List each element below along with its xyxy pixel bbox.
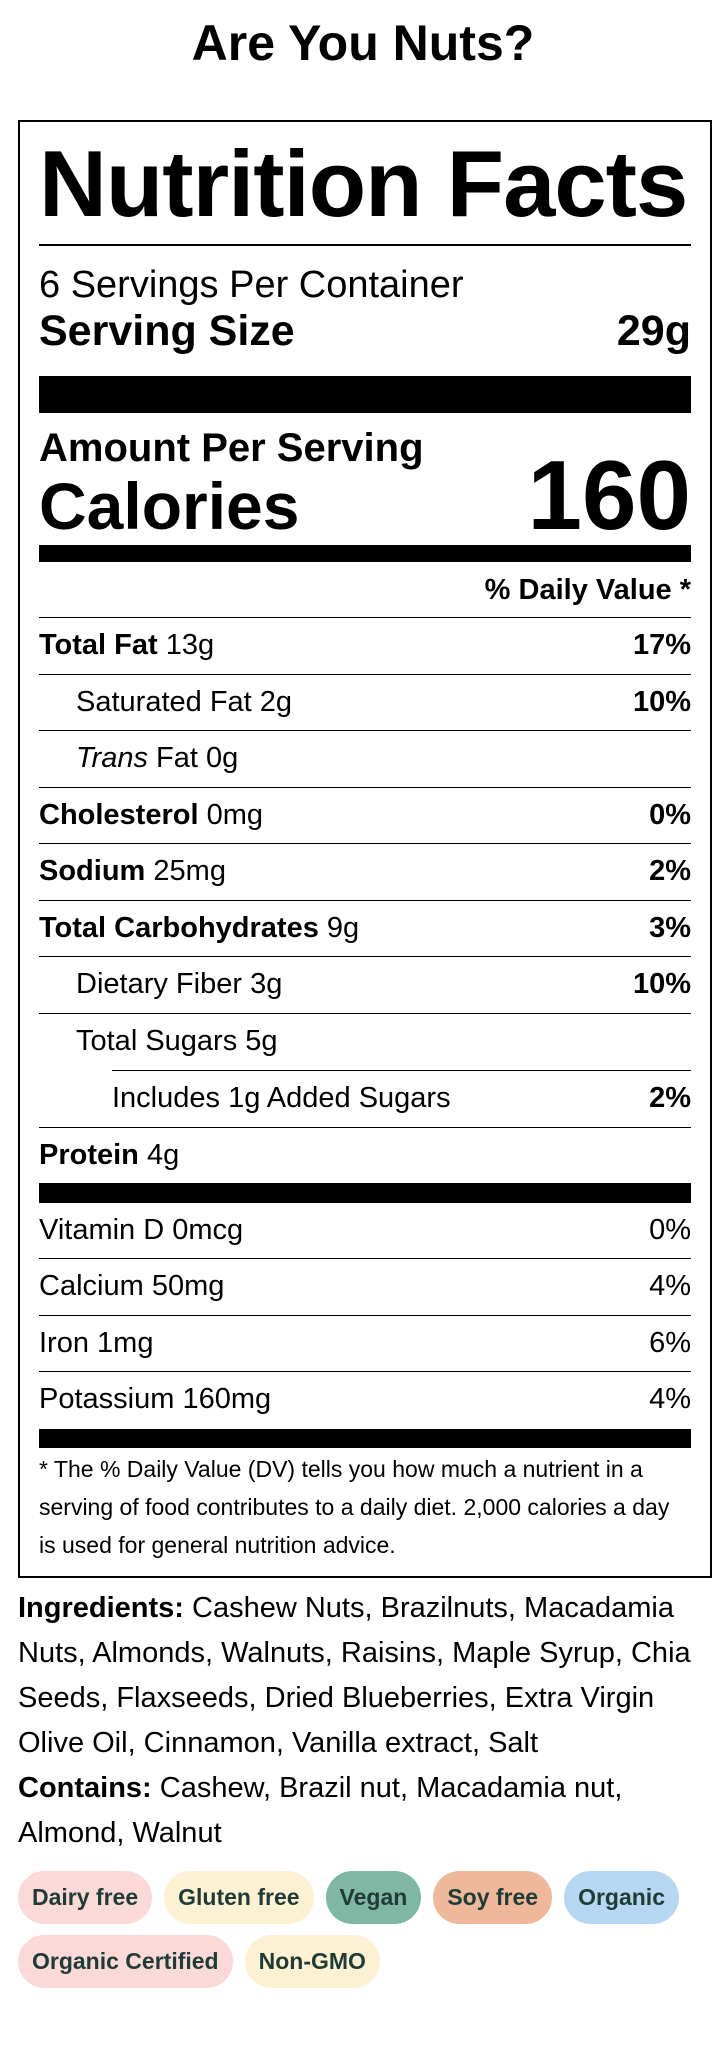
nutrient-name: Total Sugars [76,1024,238,1057]
vitamin-amount: 50mg [151,1270,225,1302]
medium-rule [39,545,691,562]
badge: Dairy free [18,1870,153,1924]
contains-text: Cashew, Brazil nut, Macadamia nut, Almon… [18,1771,623,1849]
nutrient-row: Dietary Fiber 3g 10% [39,957,691,1014]
vitamin-row: Iron 1mg 6% [39,1316,691,1372]
medium-rule [39,1182,691,1203]
nutrient-name: Total Fat [39,629,158,661]
badge: Non-GMO [244,1934,380,1988]
calories-label: Calories [39,469,300,543]
vitamin-name: Potassium [39,1383,175,1415]
nutrient-name: Total Carbohydrates [39,911,319,944]
vitamin-list: Vitamin D 0mcg 0% Calcium 50mg 4% Iron 1mg 6%… [39,1203,691,1429]
serving-size: Serving Size 29g [39,308,691,354]
vitamin-row: Calcium 50mg 4% [39,1259,691,1316]
nutrient-row: Total Fat 13g 17% [39,618,691,675]
nutrient-row: Total Carbohydrates 9g 3% [39,901,691,957]
servings: 6 Servings Per Container [39,264,464,306]
badge-list: Dairy free Gluten free Vegan Soy free Organi… [18,1870,708,1988]
vitamin-name: Vitamin D [39,1213,165,1246]
ingredients-text: Cashew Nuts, Brazilnuts, Macadamia Nuts,… [18,1591,691,1759]
nutrient-amount: 25mg [153,855,226,887]
nutrient-name-italic: Trans [76,742,148,774]
vitamin-name: Calcium [39,1270,144,1302]
badge: Soy free [433,1870,553,1924]
nutrition-label: Nutrition Facts 6 Servings Per Container… [18,120,712,1578]
nutrient-dv: 17% [632,629,691,661]
badge: Vegan [325,1870,422,1924]
nutrient-name: Sodium [39,855,146,887]
nutrient-name: Includes 1g Added Sugars [112,1082,451,1114]
badge: Organic [564,1870,679,1924]
amount-per-serving: Amount Per Serving [39,426,424,470]
contains-label: Contains: [18,1771,152,1804]
nutrient-name: Fat [156,742,198,774]
thick-rule [39,376,691,413]
nutrient-name: Dietary Fiber [76,968,242,1000]
nutrient-row-wrap: Includes 1g Added Sugars 2% [112,1070,691,1127]
nutrient-row: Saturated Fat 2g 10% [39,675,691,731]
page-title: Are You Nuts? [191,15,535,71]
nutrient-row: Protein 4g [39,1128,691,1183]
vitamin-name: Iron [39,1326,89,1359]
vitamin-dv: 6% [649,1326,691,1359]
nutrient-dv: 2% [649,855,691,887]
nutrient-dv: 3% [649,911,691,944]
vitamin-dv: 0% [649,1213,691,1246]
vitamin-amount: 160mg [182,1383,272,1415]
nutrient-dv: 2% [649,1082,691,1114]
nutrient-amount: 5g [245,1024,278,1057]
nutrient-row: Cholesterol 0mg 0% [39,788,691,844]
serving-size-label: Serving Size [39,307,295,355]
ingredients-label: Ingredients: [18,1591,184,1624]
vitamin-text: Iron 1mg [39,1316,153,1372]
daily-value-header: % Daily Value * [39,562,691,618]
footnote: * The % Daily Value (DV) tells you how m… [39,1455,670,1558]
nutrient-name: Saturated Fat [76,685,252,718]
nutrient-amount: 13g [165,629,215,661]
nutrient-dv: 10% [632,968,691,1000]
serving-size-value: 29g [616,307,691,355]
nutrient-row: Includes 1g Added Sugars 2% [112,1071,691,1126]
nutrient-amount: 0g [206,742,239,774]
badge: Organic Certified [18,1934,233,1988]
vitamin-row: Vitamin D 0mcg 0% [39,1203,691,1259]
nutrient-amount: 9g [326,911,360,944]
nutrient-dv: 0% [649,798,691,831]
vitamin-row: Potassium 160mg 4% [39,1372,691,1429]
vitamin-dv: 4% [649,1383,691,1415]
label-heading: Nutrition Facts [39,122,691,246]
nutrient-row: Sodium 25mg 2% [39,844,691,901]
nutrient-row: Trans Fat 0g [39,731,691,788]
vitamin-text: Calcium 50mg [39,1259,224,1315]
nutrient-amount: 0mg [206,798,264,831]
nutrient-name: Protein [39,1138,139,1171]
vitamin-amount: 0mcg [172,1213,244,1246]
ingredients: Ingredients: Cashew Nuts, Brazilnuts, Ma… [18,1586,708,1856]
nutrient-row: Total Sugars 5g [39,1014,691,1071]
rule [39,1126,691,1128]
badge: Gluten free [164,1870,314,1924]
nutrient-amount: 4g [146,1138,180,1171]
vitamin-dv: 4% [649,1270,691,1302]
nutrient-amount: 2g [259,685,293,718]
vitamin-text: Vitamin D 0mcg [39,1203,243,1259]
nutrient-amount: 3g [250,968,283,1000]
calories: Calories 160 [39,440,691,550]
vitamin-text: Potassium 160mg [39,1372,271,1429]
calories-value: 160 [527,440,691,550]
nutrient-name: Cholesterol [39,798,199,831]
nutrient-dv: 10% [632,685,691,718]
medium-rule [39,1428,691,1448]
vitamin-amount: 1mg [97,1326,154,1359]
